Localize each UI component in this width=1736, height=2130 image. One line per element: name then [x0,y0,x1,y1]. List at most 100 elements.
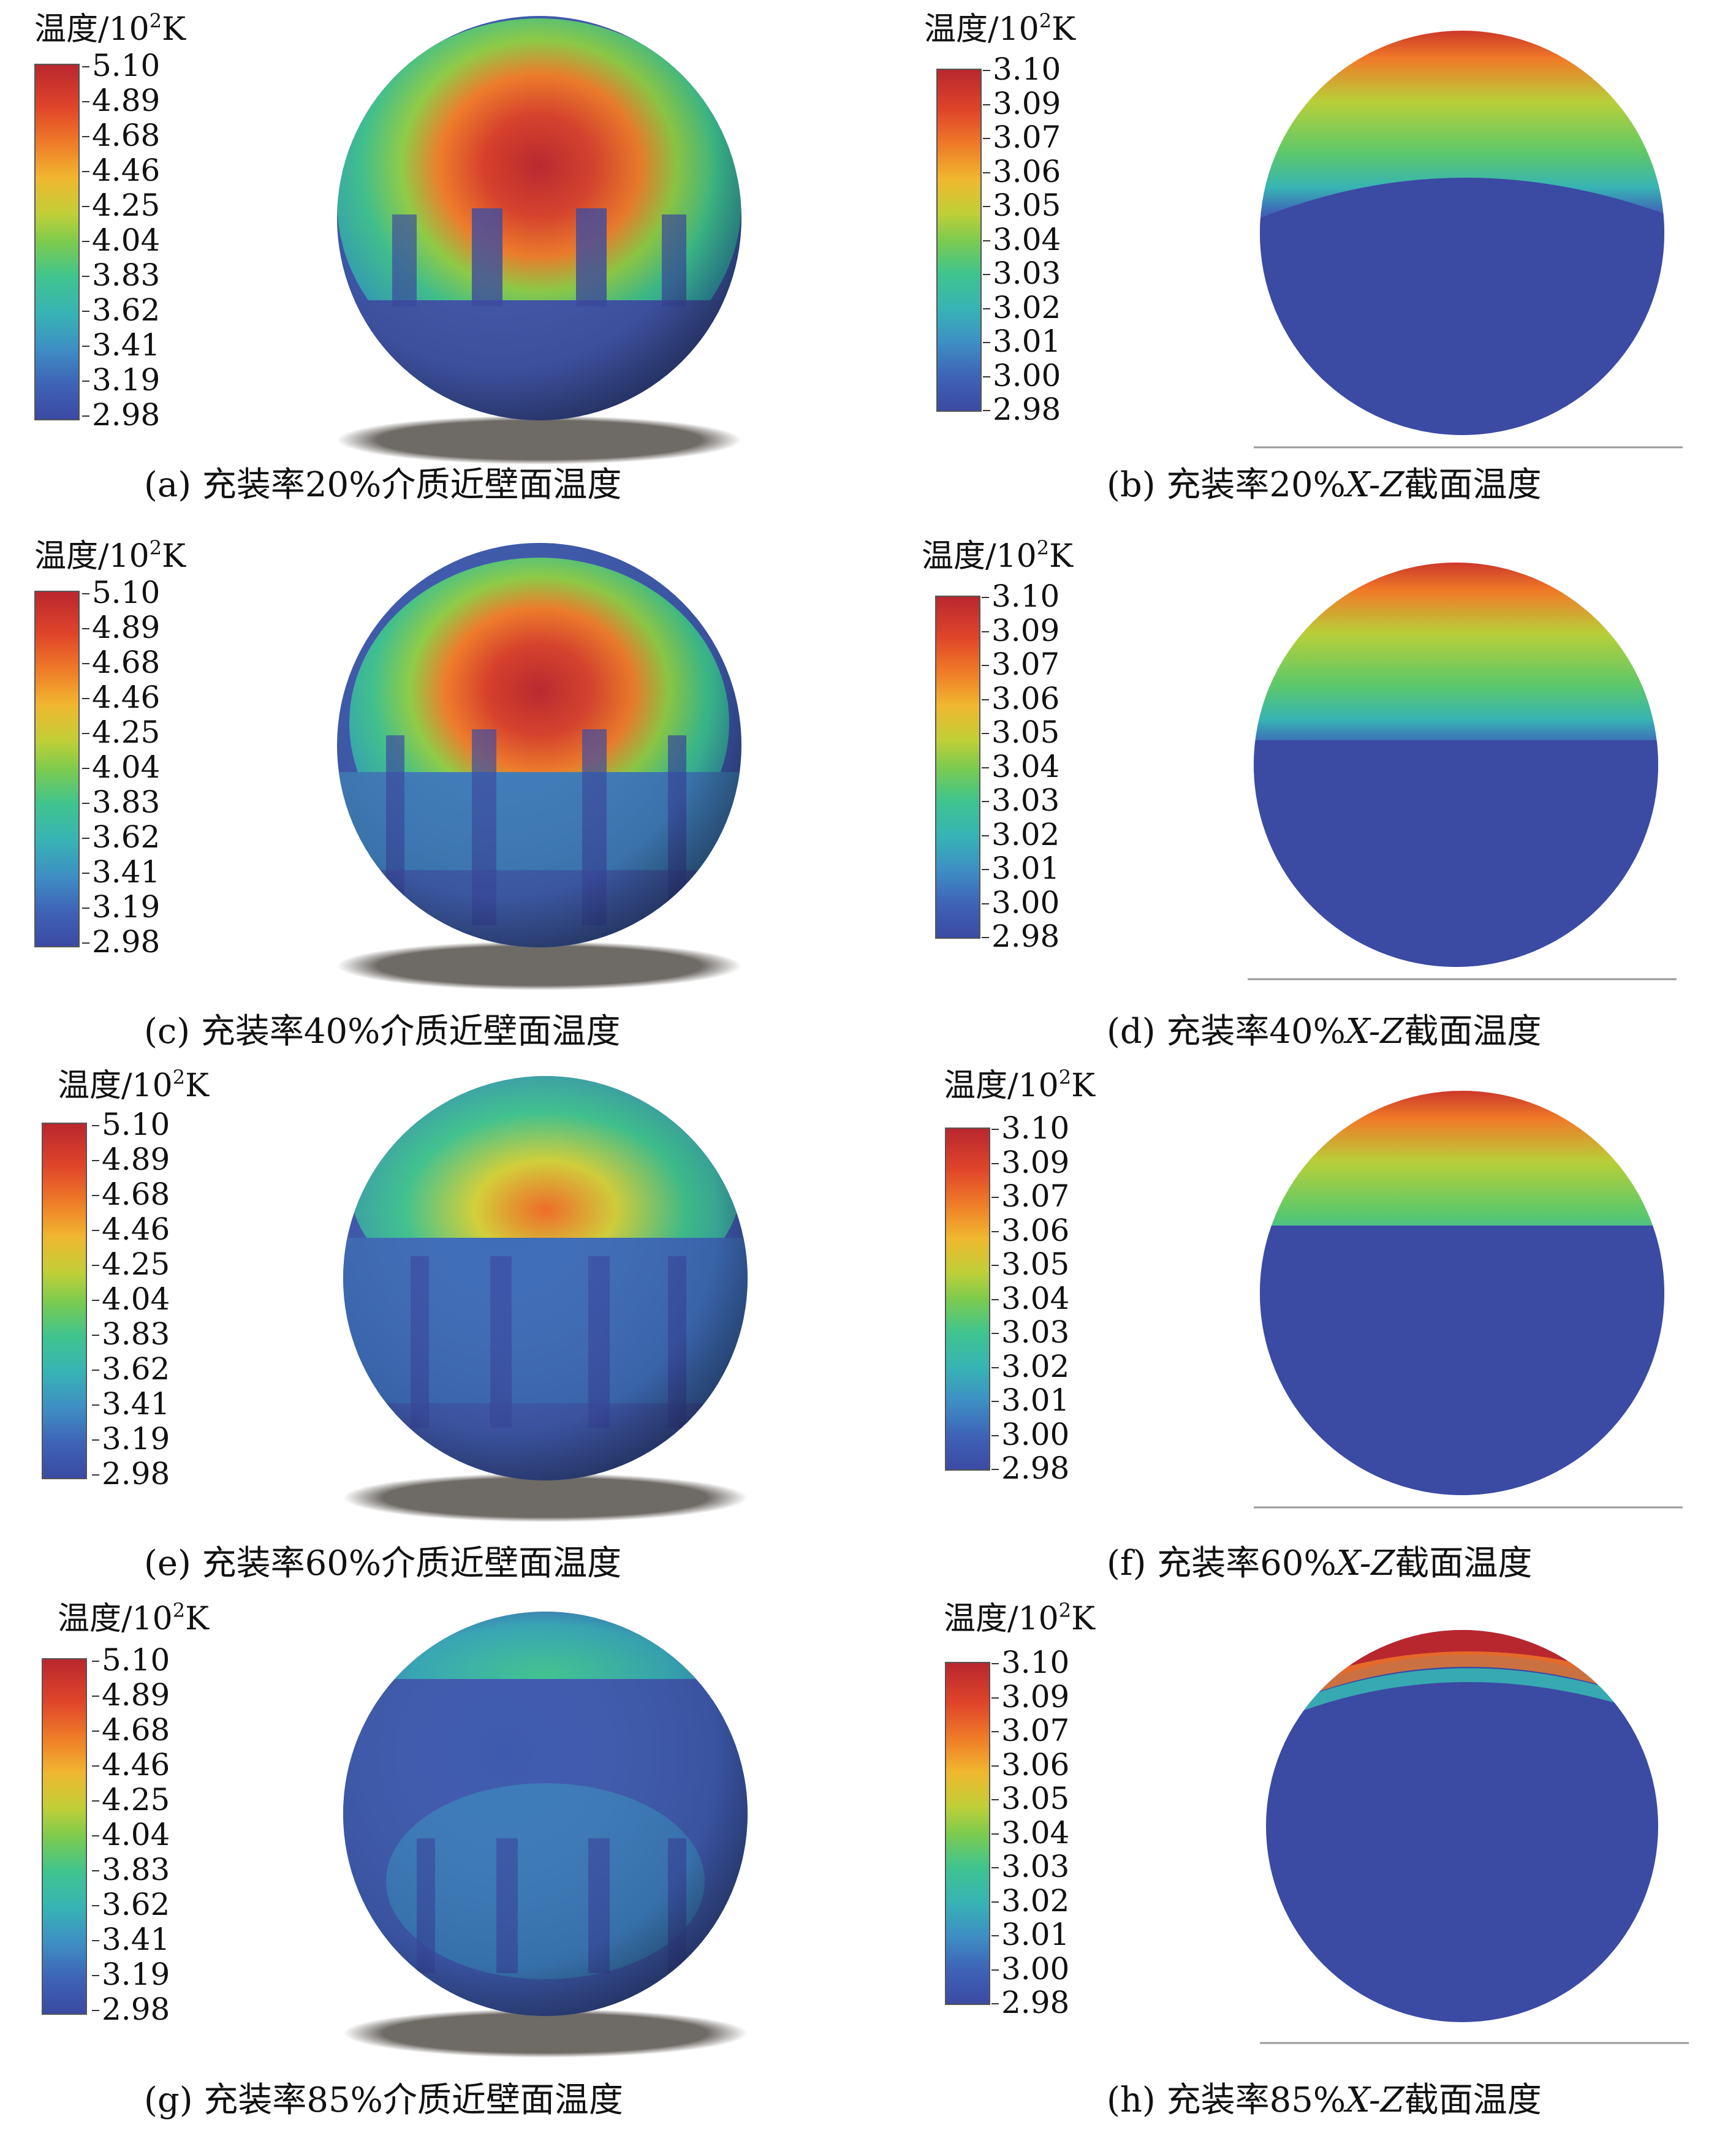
caption-prefix: (b) 充装率20% [1107,465,1346,505]
legend-title-unit: K [162,538,186,575]
colorbar-tick-label: 5.10 [81,48,161,83]
colorbar-tick-label: 3.01 [981,851,1060,886]
colorbar [935,596,980,939]
colorbar-tick-label: 4.04 [91,1817,170,1852]
colorbar-tick-label: 3.03 [991,1849,1070,1884]
colorbar-tick-label: 4.25 [91,1246,170,1282]
caption-italic: X-Z [1336,1544,1395,1583]
colorbar-tick-label: 3.83 [91,1316,170,1352]
colorbar-tick-label: 3.09 [982,85,1061,121]
colorbar-tick-label: 3.83 [81,784,161,820]
colorbar-tick-label: 3.06 [982,153,1061,189]
colorbar-tick-label: 3.02 [991,1348,1070,1384]
colorbar [936,69,982,412]
colorbar-tick-label: 3.01 [982,324,1061,359]
caption-prefix: (c) 充装率40%介质近壁面温度 [144,1012,621,1052]
colorbar-tick-label: 3.04 [991,1280,1070,1316]
legend-title: 温度/102K [924,11,1075,45]
panel-g: 温度/102K 5.10 4.89 4.68 4.46 4.25 4.04 3.83 3.62… [0,1593,868,2130]
caption-prefix: (h) 充装率85% [1107,2080,1346,2120]
sphere-shadow [337,941,741,990]
colorbar-tick-label: 3.04 [982,221,1061,257]
colorbar-tick-label: 3.05 [982,188,1061,223]
colorbar-tick-label: 2.98 [91,1456,170,1491]
panel-e: 温度/102K 5.10 4.89 4.68 4.46 4.25 4.04 3.83 3.62… [0,1060,868,1593]
colorbar-tick-label: 3.00 [991,1950,1070,1987]
legend-title: 温度/102K [34,538,186,572]
sphere-wall-temperature [343,1076,748,1522]
colorbar-tick-label: 3.62 [81,292,161,328]
colorbar-tick-label: 3.10 [991,1110,1070,1146]
colorbar-tick-label: 4.46 [91,1747,170,1783]
colorbar-tick-label: 3.10 [991,1645,1070,1680]
colorbar-tick-label: 2.98 [991,1985,1070,2020]
colorbar-tick-label: 3.06 [991,1212,1070,1248]
colorbar-tick-label: 3.41 [81,854,161,890]
colorbar-tick-label: 3.02 [991,1882,1070,1919]
colorbar-tick-label: 3.00 [991,1416,1070,1452]
panel-a: 温度/102K 5.10 4.89 4.68 4.46 4.25 4.04 3.83 3.62… [0,0,868,527]
colorbar-tick-label: 3.19 [91,1957,170,1992]
colorbar-tick-label: 3.05 [991,1246,1070,1282]
caption: (d) 充装率40%X-Z截面温度 [1107,1015,1542,1049]
xz-section-temperature [1254,31,1683,449]
colorbar-tick-label: 3.04 [981,748,1060,784]
caption-suffix: 截面温度 [1404,1012,1542,1052]
legend-title-text: 温度/10 [34,11,150,48]
colorbar [42,1658,87,2015]
legend-title-text: 温度/10 [944,1601,1059,1637]
legend-title: 温度/102K [944,1067,1095,1102]
colorbar-tick-label: 3.09 [981,612,1060,648]
colorbar [945,1128,990,1471]
legend-title-sup: 2 [172,1066,186,1089]
colorbar-tick-label: 4.46 [91,1211,170,1247]
colorbar [945,1662,990,2005]
caption-italic: X-Z [1345,465,1404,505]
caption: (b) 充装率20%X-Z截面温度 [1107,468,1542,502]
caption-suffix: 截面温度 [1395,1544,1533,1583]
xz-section-temperature [1254,1091,1683,1509]
colorbar-tick-label: 4.68 [81,118,161,153]
colorbar-tick-label: 2.98 [81,397,161,433]
legend-title-unit: K [162,11,186,48]
legend-title-unit: K [1052,11,1075,48]
colorbar-tick-label: 3.01 [991,1382,1070,1418]
colorbar-tick-label: 5.10 [91,1642,170,1678]
legend-title-text: 温度/10 [34,538,150,575]
caption-prefix: (d) 充装率40% [1107,1012,1346,1052]
colorbar-tick-label: 4.68 [91,1712,170,1748]
legend-title-unit: K [1049,538,1073,575]
caption-suffix: 截面温度 [1404,465,1542,505]
legend-title-text: 温度/10 [58,1067,173,1104]
colorbar-tick-label: 4.25 [91,1782,170,1817]
legend-title-unit: K [185,1067,209,1104]
legend-title: 温度/102K [58,1067,209,1102]
legend-title-sup: 2 [149,9,162,32]
caption-prefix: (g) 充装率85%介质近壁面温度 [144,2080,623,2120]
colorbar-tick-label: 3.03 [981,783,1060,818]
caption: (g) 充装率85%介质近壁面温度 [144,2083,623,2118]
colorbar-tick-label: 3.07 [991,1713,1070,1748]
panel-d: 温度/102K 3.10 3.09 3.07 3.06 3.05 3.04 3.03 3.02… [868,527,1736,1060]
colorbar-tick-label: 3.19 [81,362,161,398]
caption-prefix: (e) 充装率60%介质近壁面温度 [144,1544,622,1583]
colorbar-tick-label: 3.41 [91,1922,170,1957]
colorbar-tick-label: 4.04 [81,222,161,258]
colorbar-tick-label: 2.98 [991,1450,1070,1486]
colorbar-tick-label: 3.06 [991,1746,1070,1783]
colorbar-tick-label: 3.07 [982,119,1061,155]
colorbar-tick-label: 4.68 [91,1177,170,1212]
sphere-shadow [343,1473,748,1522]
panel-h: 温度/102K 3.10 3.09 3.07 3.06 3.05 3.04 3.03 3.02… [868,1593,1736,2130]
colorbar-tick-label: 3.83 [81,257,161,293]
legend-title-text: 温度/10 [924,11,1039,48]
caption: (e) 充装率60%介质近壁面温度 [144,1547,621,1581]
colorbar-tick-label: 3.09 [991,1678,1070,1715]
colorbar-tick-label: 2.98 [981,919,1060,954]
colorbar [34,64,80,420]
legend-title-sup: 2 [1036,536,1050,559]
xz-section-temperature [1260,1630,1689,2044]
colorbar [42,1123,87,1479]
colorbar-tick-label: 3.09 [991,1144,1070,1180]
legend-title-sup: 2 [1058,1066,1072,1089]
